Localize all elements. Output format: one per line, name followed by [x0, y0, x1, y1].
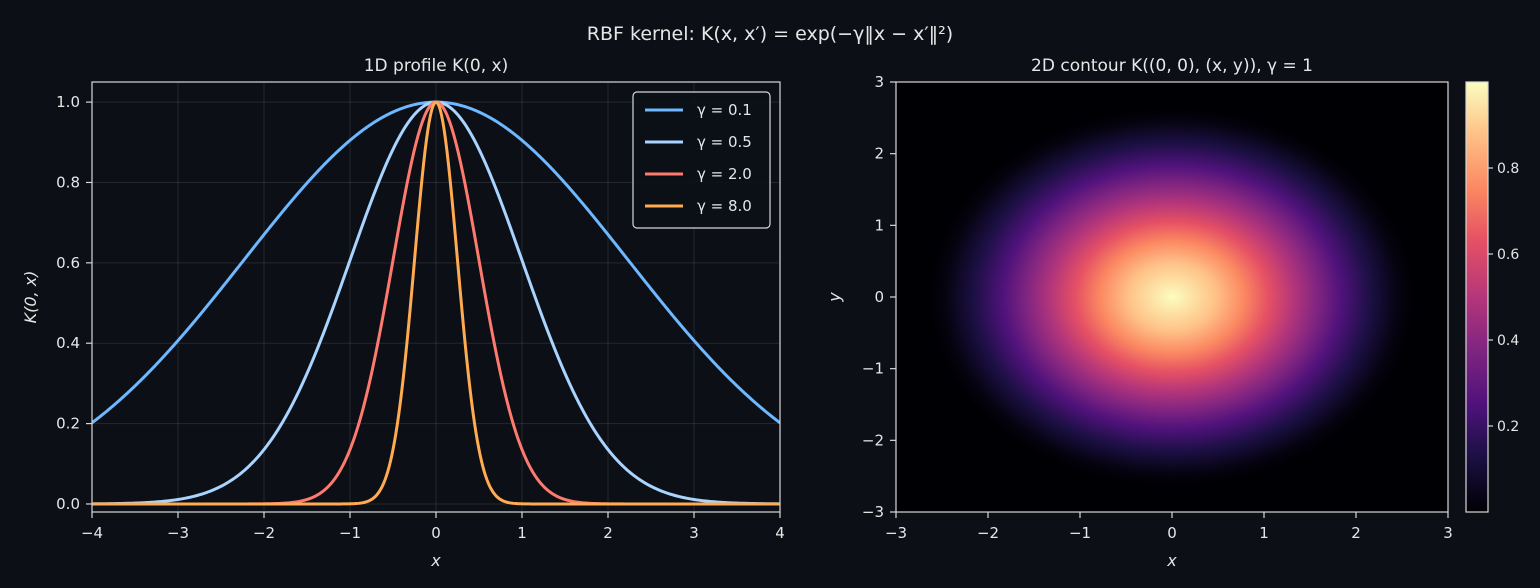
line-chart-x-tick-label: −3: [167, 524, 189, 542]
line-chart-title: 1D profile K(0, x): [364, 56, 509, 76]
line-chart-x-tick-label: 1: [517, 524, 527, 542]
heatmap-y-label: y: [825, 292, 844, 303]
colorbar-tick-label: 0.4: [1497, 333, 1519, 349]
figure-title: RBF kernel: K(x, x′) = exp(−γ‖x − x′‖²): [587, 23, 953, 45]
heatmap-x-tick-label: 0: [1167, 524, 1177, 542]
line-chart-x-ticks: −4 −3 −2 −1 0 1 2 3 4: [81, 512, 785, 542]
line-chart: 1D profile K(0, x) −4 −3 −2 −1 0 1 2 3 4 0.00.20…: [21, 56, 785, 570]
heatmap-y-tick-label: 2: [874, 145, 884, 163]
legend-label: γ = 2.0: [697, 165, 752, 183]
line-chart-x-tick-label: 0: [431, 524, 441, 542]
colorbar-tick-label: 0.6: [1497, 247, 1519, 263]
heatmap-kernel-blob: [930, 108, 1414, 486]
colorbar-ticks: 0.2 0.4 0.6 0.8: [1488, 161, 1519, 435]
heatmap-y-ticks: −3 −2 −1 0 1 2 3: [862, 73, 896, 521]
heatmap-x-tick-label: −3: [885, 524, 907, 542]
line-chart-legend: γ = 0.1 γ = 0.5 γ = 2.0 γ = 8.0: [632, 91, 771, 229]
heatmap-x-tick-label: 2: [1351, 524, 1361, 542]
heatmap-y-tick-label: 1: [874, 216, 884, 234]
line-series: [92, 100, 780, 506]
line-chart-y-tick-label: 0.6: [56, 254, 80, 272]
colorbar-frame: [1465, 81, 1489, 513]
heatmap-y-tick-label: 0: [874, 288, 884, 306]
heatmap-y-tick-label: −1: [862, 360, 884, 378]
colorbar-tick-label: 0.8: [1497, 161, 1519, 177]
line-chart-x-tick-label: −1: [339, 524, 361, 542]
heatmap-title: 2D contour K((0, 0), (x, y)), γ = 1: [1031, 56, 1313, 76]
heatmap-y-tick-label: 3: [874, 73, 884, 91]
line-chart-x-tick-label: 2: [603, 524, 613, 542]
line-chart-x-label: x: [430, 551, 441, 570]
line-chart-y-ticks: 0.0 0.2 0.4 0.6 0.8 1.0: [56, 93, 92, 513]
legend-label: γ = 0.5: [697, 133, 752, 151]
heatmap-x-ticks: −3 −2 −1 0 1 2 3: [885, 512, 1453, 542]
heatmap-x-label: x: [1166, 551, 1177, 570]
line-chart-y-tick-label: 0.8: [56, 173, 80, 191]
line-chart-y-tick-label: 0.4: [56, 334, 80, 352]
heatmap-x-tick-label: 1: [1259, 524, 1269, 542]
line-chart-x-tick-label: 3: [689, 524, 699, 542]
line-chart-y-tick-label: 1.0: [56, 93, 80, 111]
heatmap-plot-area: [896, 82, 1448, 512]
heatmap-chart: 2D contour K((0, 0), (x, y)), γ = 1 −3 −2…: [825, 56, 1519, 570]
heatmap-x-tick-label: −2: [977, 524, 999, 542]
line-chart-y-tick-label: 0.0: [56, 495, 80, 513]
line-chart-x-tick-label: 4: [775, 524, 785, 542]
legend-label: γ = 0.1: [697, 101, 752, 119]
colorbar: [1466, 82, 1488, 512]
line-chart-x-tick-label: −2: [253, 524, 275, 542]
heatmap-y-tick-label: −3: [862, 503, 884, 521]
legend-label: γ = 8.0: [697, 197, 752, 215]
heatmap-x-tick-label: −1: [1069, 524, 1091, 542]
colorbar-tick-label: 0.2: [1497, 419, 1519, 435]
line-chart-x-tick-label: −4: [81, 524, 103, 542]
line-chart-y-label: K(0, x): [21, 271, 40, 324]
line-chart-series: [92, 100, 780, 506]
heatmap-y-tick-label: −2: [862, 431, 884, 449]
heatmap-x-tick-label: 3: [1443, 524, 1453, 542]
line-chart-y-tick-label: 0.2: [56, 415, 80, 433]
legend-box: [632, 91, 771, 229]
